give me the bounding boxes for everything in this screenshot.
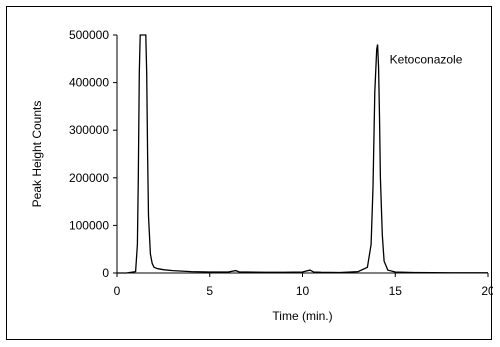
y-tick-label: 500000 (69, 28, 109, 42)
x-axis-title: Time (min.) (272, 309, 332, 323)
y-tick-label: 300000 (69, 123, 109, 137)
chromatogram-chart: 0 100000 200000 300000 400000 500000 0 5 10 15 20… (30, 28, 493, 323)
x-tick-label: 15 (389, 284, 403, 298)
y-tick-label: 200000 (69, 171, 109, 185)
x-tick-label: 0 (114, 284, 121, 298)
x-tick-label: 5 (206, 284, 213, 298)
y-axis-title: Peak Height Counts (30, 101, 44, 208)
x-axis-ticks: 0 5 10 15 20 (114, 273, 493, 298)
x-tick-label: 20 (481, 284, 493, 298)
axes (116, 35, 488, 274)
annotations: Ketoconazole (390, 53, 463, 67)
peak-annotation-label: Ketoconazole (390, 53, 463, 67)
x-tick-label: 10 (296, 284, 310, 298)
chromatogram-trace (117, 34, 488, 274)
y-tick-label: 100000 (69, 218, 109, 232)
y-axis-ticks: 0 100000 200000 300000 400000 500000 (69, 28, 117, 280)
y-tick-label: 400000 (69, 76, 109, 90)
chart-frame: 0 100000 200000 300000 400000 500000 0 5 10 15 20… (6, 6, 493, 340)
y-tick-label: 0 (102, 266, 109, 280)
